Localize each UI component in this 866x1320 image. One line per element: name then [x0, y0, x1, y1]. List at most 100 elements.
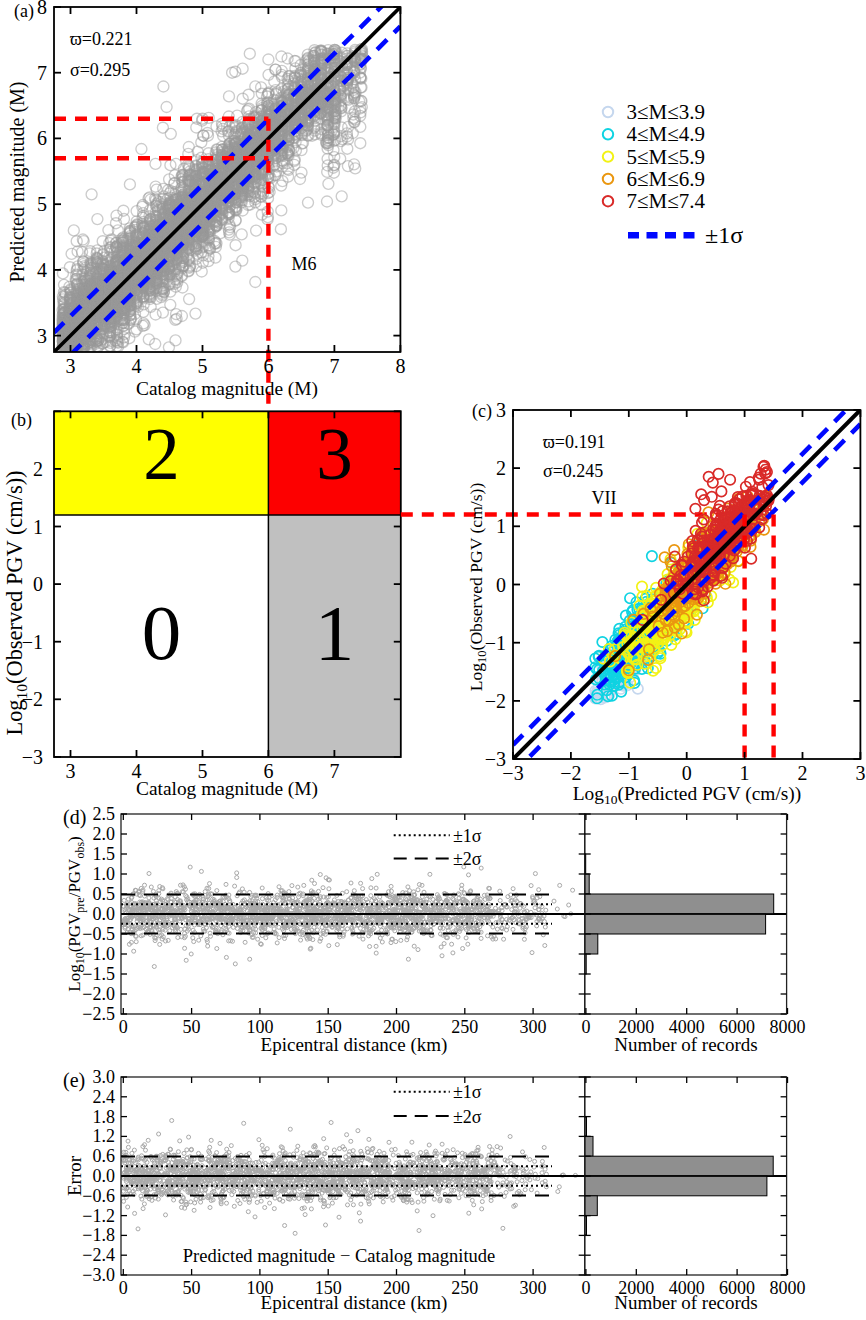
- svg-text:−1: −1: [485, 632, 506, 654]
- svg-text:M6: M6: [291, 254, 316, 274]
- svg-text:7: 7: [329, 760, 339, 782]
- svg-text:2: 2: [798, 762, 808, 784]
- svg-text:0: 0: [581, 1017, 590, 1037]
- svg-text:−1.2: −1.2: [82, 1206, 115, 1226]
- svg-text:0.6: 0.6: [93, 1146, 116, 1166]
- svg-text:1.2: 1.2: [93, 1126, 116, 1146]
- svg-text:5≤M≤5.9: 5≤M≤5.9: [627, 145, 705, 169]
- svg-text:−2: −2: [485, 690, 506, 712]
- svg-text:Number of records: Number of records: [614, 1034, 758, 1055]
- svg-text:2.0: 2.0: [93, 824, 116, 844]
- svg-text:±1σ: ±1σ: [453, 826, 482, 846]
- svg-text:(d): (d): [63, 806, 86, 829]
- svg-text:3.0: 3.0: [93, 1067, 116, 1087]
- svg-text:−2.5: −2.5: [82, 1004, 115, 1024]
- svg-text:1.8: 1.8: [93, 1107, 116, 1127]
- svg-text:0: 0: [581, 1278, 590, 1298]
- svg-text:250: 250: [451, 1278, 478, 1298]
- svg-text:2.4: 2.4: [93, 1087, 116, 1107]
- svg-text:300: 300: [520, 1017, 547, 1037]
- svg-text:1: 1: [740, 762, 750, 784]
- svg-text:(b): (b): [11, 410, 32, 431]
- svg-text:8: 8: [395, 355, 405, 377]
- svg-text:(e): (e): [63, 1069, 85, 1092]
- svg-text:Predicted magnitude (M): Predicted magnitude (M): [6, 81, 29, 282]
- svg-text:1: 1: [496, 515, 506, 537]
- svg-text:ϖ=0.221: ϖ=0.221: [70, 29, 133, 49]
- svg-text:0.0: 0.0: [93, 904, 116, 924]
- svg-text:−1.5: −1.5: [82, 964, 115, 984]
- svg-text:Error: Error: [64, 1155, 85, 1196]
- svg-text:2: 2: [33, 458, 43, 480]
- svg-text:Number of records: Number of records: [614, 1292, 758, 1313]
- svg-text:−3.0: −3.0: [82, 1265, 115, 1285]
- svg-text:VII: VII: [592, 488, 617, 508]
- svg-text:Predicted magnitude − Catalog: Predicted magnitude − Catalog magnitude: [183, 1246, 496, 1266]
- svg-text:Catalog magnitude (M): Catalog magnitude (M): [136, 778, 318, 800]
- svg-text:1: 1: [33, 516, 43, 538]
- svg-text:6: 6: [263, 355, 273, 377]
- svg-text:50: 50: [183, 1017, 201, 1037]
- svg-text:300: 300: [520, 1278, 547, 1298]
- svg-text:2: 2: [496, 457, 506, 479]
- svg-text:7: 7: [329, 355, 339, 377]
- svg-text:(a): (a): [14, 1, 34, 22]
- svg-text:3: 3: [66, 760, 76, 782]
- svg-text:4: 4: [37, 259, 47, 281]
- svg-text:−1: −1: [618, 762, 639, 784]
- svg-text:6: 6: [37, 127, 47, 149]
- svg-text:−3: −3: [22, 746, 43, 768]
- svg-text:3: 3: [316, 414, 353, 495]
- svg-text:0: 0: [142, 589, 182, 676]
- svg-text:0: 0: [33, 573, 43, 595]
- svg-text:5: 5: [37, 193, 47, 215]
- svg-text:0: 0: [496, 574, 506, 596]
- svg-text:4: 4: [132, 355, 142, 377]
- svg-text:−1.0: −1.0: [82, 944, 115, 964]
- svg-text:7: 7: [37, 62, 47, 84]
- svg-text:3: 3: [37, 325, 47, 347]
- svg-text:Epicentral distance (km): Epicentral distance (km): [261, 1034, 448, 1056]
- svg-text:5: 5: [198, 355, 208, 377]
- svg-text:250: 250: [451, 1017, 478, 1037]
- svg-text:Catalog magnitude (M): Catalog magnitude (M): [136, 378, 318, 400]
- svg-text:ϖ=0.191: ϖ=0.191: [543, 432, 606, 452]
- svg-text:0: 0: [682, 762, 692, 784]
- svg-text:−1.8: −1.8: [82, 1225, 115, 1245]
- svg-text:1: 1: [315, 589, 355, 676]
- svg-text:2.5: 2.5: [93, 804, 116, 824]
- svg-text:Epicentral distance (km): Epicentral distance (km): [261, 1292, 448, 1314]
- svg-text:50: 50: [183, 1278, 201, 1298]
- svg-text:(c): (c): [472, 401, 492, 422]
- svg-text:8000: 8000: [770, 1278, 806, 1298]
- svg-text:8: 8: [37, 0, 47, 18]
- svg-text:0: 0: [119, 1278, 128, 1298]
- svg-text:3: 3: [855, 762, 865, 784]
- svg-text:σ=0.245: σ=0.245: [543, 461, 603, 481]
- svg-text:3≤M≤3.9: 3≤M≤3.9: [627, 100, 705, 124]
- svg-text:−3: −3: [485, 748, 506, 770]
- svg-text:−2.0: −2.0: [82, 984, 115, 1004]
- svg-text:−2: −2: [560, 762, 581, 784]
- svg-text:3: 3: [66, 355, 76, 377]
- svg-text:4≤M≤4.9: 4≤M≤4.9: [627, 122, 705, 146]
- svg-text:−0.5: −0.5: [82, 924, 115, 944]
- svg-text:0: 0: [119, 1017, 128, 1037]
- svg-text:−2.4: −2.4: [82, 1245, 115, 1265]
- svg-text:1.5: 1.5: [93, 844, 116, 864]
- svg-text:−0.6: −0.6: [82, 1186, 115, 1206]
- svg-text:0.5: 0.5: [93, 884, 116, 904]
- svg-text:8000: 8000: [770, 1017, 806, 1037]
- svg-text:0.0: 0.0: [93, 1166, 116, 1186]
- svg-text:1.0: 1.0: [93, 864, 116, 884]
- svg-text:±2σ: ±2σ: [453, 1107, 482, 1127]
- svg-text:±1σ: ±1σ: [453, 1082, 482, 1102]
- svg-text:7≤M≤7.4: 7≤M≤7.4: [627, 189, 706, 213]
- svg-text:Log10(PGVpre/PGVobs): Log10(PGVpre/PGVobs): [65, 836, 87, 991]
- svg-text:±1σ: ±1σ: [705, 222, 743, 248]
- svg-text:σ=0.295: σ=0.295: [70, 60, 130, 80]
- svg-text:3: 3: [496, 399, 506, 421]
- svg-text:±2σ: ±2σ: [453, 849, 482, 869]
- svg-text:6≤M≤6.9: 6≤M≤6.9: [627, 167, 705, 191]
- svg-text:2: 2: [143, 414, 180, 495]
